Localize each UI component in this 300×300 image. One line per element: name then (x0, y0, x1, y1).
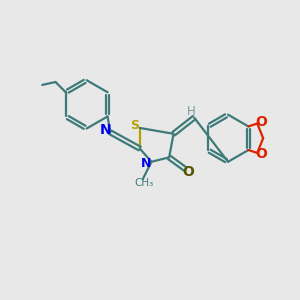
Text: O: O (255, 147, 267, 161)
Text: S: S (130, 119, 139, 132)
Text: N: N (141, 157, 152, 170)
Text: N: N (100, 123, 112, 137)
Text: CH₃: CH₃ (134, 178, 154, 188)
Text: O: O (255, 115, 267, 129)
Text: O: O (182, 165, 194, 179)
Text: H: H (187, 105, 196, 118)
